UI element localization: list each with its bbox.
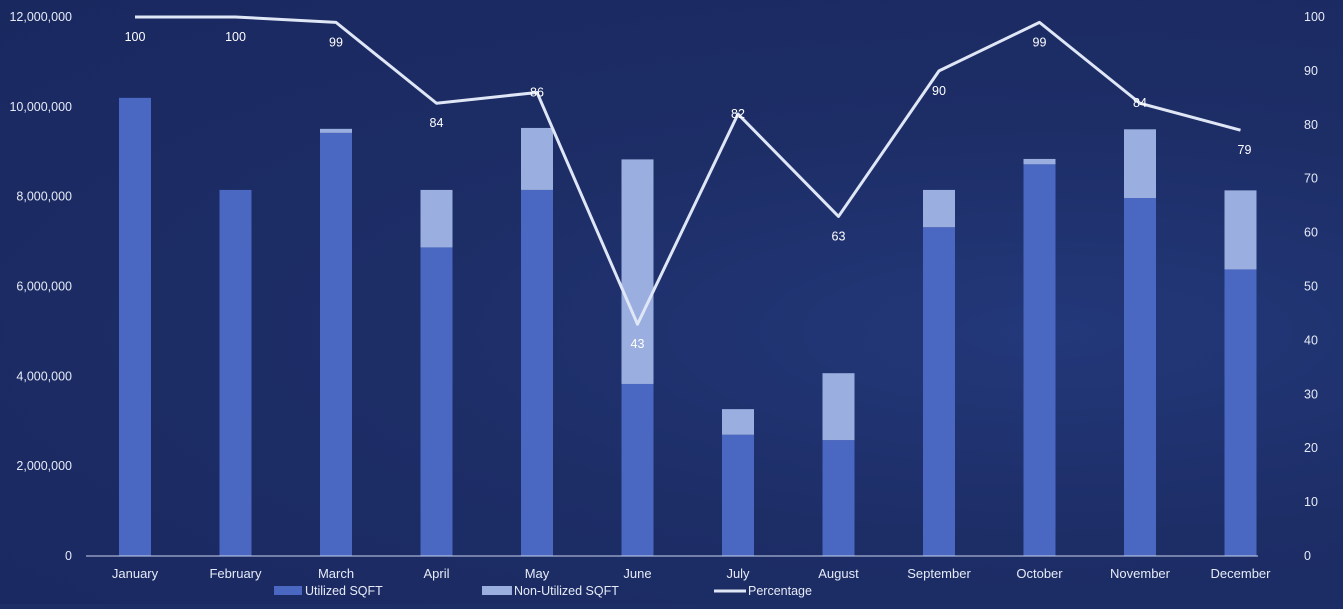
bar-utilized-july [722, 434, 754, 556]
bar-utilized-october [1023, 164, 1056, 556]
percentage-data-label: 99 [1033, 35, 1047, 49]
y-right-tick-label: 20 [1304, 441, 1318, 455]
y-right-tick-label: 100 [1304, 10, 1325, 24]
percentage-data-label: 99 [329, 35, 343, 49]
x-category-label: May [525, 566, 550, 581]
bar-utilized-april [420, 247, 453, 557]
y-left-tick-label: 6,000,000 [16, 280, 72, 294]
bar-non-utilized-june [621, 159, 654, 384]
y-right-tick-label: 50 [1304, 280, 1318, 294]
percentage-data-label: 84 [430, 116, 444, 130]
x-category-label: January [112, 566, 159, 581]
legend: Utilized SQFT Non-Utilized SQFT Percentage [274, 584, 812, 598]
bar-utilized-december [1224, 269, 1257, 556]
bar-utilized-january [119, 97, 151, 556]
bar-non-utilized-april [420, 189, 453, 248]
y-right-tick-label: 60 [1304, 226, 1318, 240]
data-labels-group: 100 100 99 84 86 43 82 63 90 99 84 79 [125, 30, 1252, 351]
legend-label-utilized: Utilized SQFT [305, 584, 383, 598]
bars-group [119, 97, 1257, 557]
percentage-data-label: 63 [832, 229, 846, 243]
y-right-tick-label: 0 [1304, 549, 1311, 563]
percentage-line [135, 15, 1241, 326]
bar-utilized-august [822, 440, 855, 556]
legend-label-non-utilized: Non-Utilized SQFT [514, 584, 619, 598]
legend-swatch-utilized [274, 586, 302, 595]
y-left-tick-label: 12,000,000 [9, 10, 72, 24]
percentage-data-label: 84 [1133, 96, 1147, 110]
x-category-label: July [726, 566, 750, 581]
x-category-label: October [1016, 566, 1063, 581]
y-right-tick-label: 80 [1304, 118, 1318, 132]
x-category-label: February [209, 566, 262, 581]
percentage-data-label: 100 [225, 30, 246, 44]
bar-non-utilized-july [722, 409, 754, 435]
x-category-label: March [318, 566, 354, 581]
x-category-label: November [1110, 566, 1171, 581]
percentage-data-label: 90 [932, 84, 946, 98]
x-category-label: December [1211, 566, 1272, 581]
x-category-label: August [818, 566, 859, 581]
bar-non-utilized-september [923, 189, 955, 228]
percentage-data-label: 86 [530, 85, 544, 99]
y-right-tick-label: 40 [1304, 333, 1318, 347]
y-right-tick-label: 70 [1304, 172, 1318, 186]
x-category-label: September [907, 566, 971, 581]
bar-non-utilized-may [521, 127, 553, 190]
legend-swatch-non-utilized [482, 586, 512, 595]
percentage-data-label: 79 [1238, 143, 1252, 157]
percentage-data-label: 100 [125, 30, 146, 44]
y-left-tick-label: 4,000,000 [16, 369, 72, 383]
x-category-label: June [623, 566, 651, 581]
x-category-label: April [423, 566, 449, 581]
y-left-tick-label: 2,000,000 [16, 459, 72, 473]
bar-non-utilized-august [822, 373, 855, 441]
y-left-tick-label: 0 [65, 549, 72, 563]
y-axis-left-ticks: 0 2,000,000 4,000,000 6,000,000 8,000,000 10,… [9, 10, 72, 563]
legend-label-percentage: Percentage [748, 584, 812, 598]
bar-utilized-november [1124, 198, 1156, 556]
y-axis-right-ticks: 0 10 20 30 40 50 60 70 80 90 100 [1304, 10, 1325, 563]
bar-non-utilized-october [1023, 158, 1056, 165]
y-right-tick-label: 90 [1304, 64, 1318, 78]
y-right-tick-label: 10 [1304, 495, 1318, 509]
y-right-tick-label: 30 [1304, 387, 1318, 401]
y-left-tick-label: 10,000,000 [9, 100, 72, 114]
percentage-line-group [135, 15, 1241, 326]
x-axis-categories: January February March April May June July Augu… [112, 566, 1271, 581]
percentage-data-label: 82 [731, 107, 745, 121]
bar-non-utilized-march [320, 128, 352, 133]
bar-utilized-march [320, 132, 352, 556]
percentage-data-label: 43 [631, 337, 645, 351]
bar-utilized-may [521, 189, 553, 556]
bar-utilized-june [621, 383, 654, 556]
bar-utilized-february [219, 189, 252, 556]
bar-non-utilized-november [1124, 129, 1156, 199]
y-left-tick-label: 8,000,000 [16, 190, 72, 204]
bar-utilized-september [923, 227, 955, 556]
bar-non-utilized-december [1224, 190, 1257, 270]
